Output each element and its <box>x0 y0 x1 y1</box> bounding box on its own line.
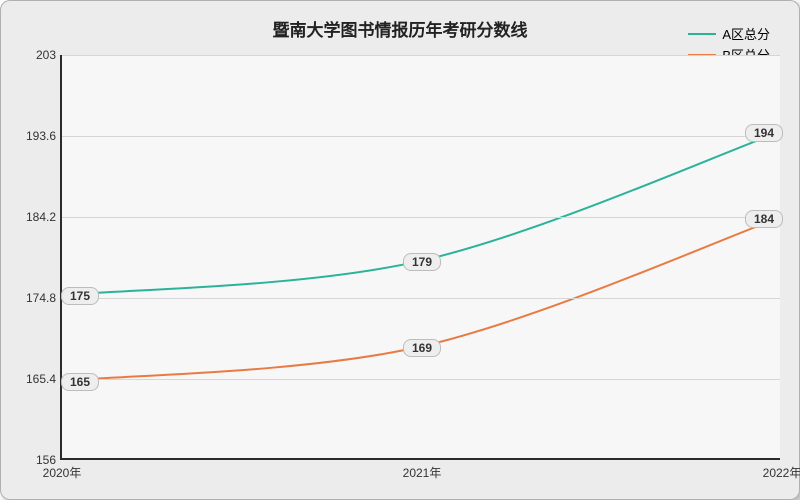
gridline <box>62 217 780 218</box>
gridline <box>62 379 780 380</box>
y-tick-label: 203 <box>36 48 56 62</box>
x-tick-label: 2020年 <box>43 464 82 481</box>
data-point-label: 194 <box>745 124 783 142</box>
data-point-label: 175 <box>61 287 99 305</box>
plot-area: 156165.4174.8184.2193.62032020年2021年2022… <box>60 55 780 460</box>
x-tick-label: 2022年 <box>763 464 800 481</box>
x-tick-label: 2021年 <box>403 464 442 481</box>
gridline <box>62 55 780 56</box>
y-tick-label: 165.4 <box>26 372 56 386</box>
data-point-label: 184 <box>745 210 783 228</box>
data-point-label: 179 <box>403 253 441 271</box>
gridline <box>62 136 780 137</box>
y-tick-label: 193.6 <box>26 129 56 143</box>
legend-label-a: A区总分 <box>722 24 770 43</box>
legend-item-a: A区总分 <box>688 24 770 43</box>
data-point-label: 169 <box>403 339 441 357</box>
data-point-label: 165 <box>61 373 99 391</box>
legend-swatch-a <box>688 33 716 35</box>
y-tick-label: 184.2 <box>26 210 56 224</box>
y-tick-label: 174.8 <box>26 291 56 305</box>
chart-title: 暨南大学图书情报历年考研分数线 <box>0 16 800 41</box>
chart-container: 暨南大学图书情报历年考研分数线 A区总分 B区总分 156165.4174.81… <box>0 0 800 500</box>
gridline <box>62 298 780 299</box>
